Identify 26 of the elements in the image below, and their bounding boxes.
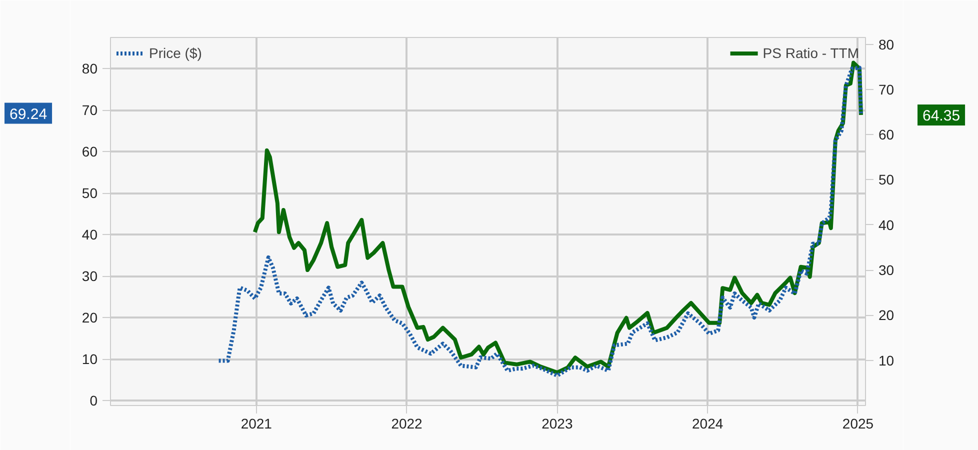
y2-tick-label: 20 bbox=[878, 307, 894, 324]
y-tick-label: 80 bbox=[82, 60, 98, 77]
y2-tick-label: 40 bbox=[878, 216, 894, 233]
text: 69.24 bbox=[10, 106, 48, 123]
x-tick-label: 2022 bbox=[391, 416, 423, 432]
y-tick-label: 50 bbox=[82, 185, 98, 202]
x-tick-label: 2021 bbox=[240, 416, 272, 432]
y-tick-label: 60 bbox=[82, 144, 98, 160]
text: 64.35 bbox=[922, 107, 960, 124]
y2-tick-label: 10 bbox=[878, 352, 894, 368]
y-tick-label: 40 bbox=[82, 226, 98, 243]
legend-label: Price ($) bbox=[149, 45, 202, 61]
x-tick-label: 2024 bbox=[692, 416, 724, 432]
y-tick-label: 70 bbox=[82, 102, 98, 118]
x-tick-label: 2025 bbox=[842, 416, 874, 432]
y-tick-label: 10 bbox=[82, 351, 98, 368]
y-tick-label: 30 bbox=[82, 268, 98, 284]
y2-tick-label: 70 bbox=[878, 81, 894, 98]
y2-tick-label: 80 bbox=[878, 36, 894, 52]
legend-label: PS Ratio - TTM bbox=[762, 45, 859, 61]
y2-tick-label: 30 bbox=[878, 262, 894, 278]
y2-tick-label: 50 bbox=[878, 172, 894, 188]
x-tick-label: 2023 bbox=[542, 416, 573, 432]
y-tick-label: 20 bbox=[82, 310, 98, 326]
y2-tick-label: 60 bbox=[878, 126, 894, 143]
y-tick-label: 0 bbox=[90, 392, 98, 409]
